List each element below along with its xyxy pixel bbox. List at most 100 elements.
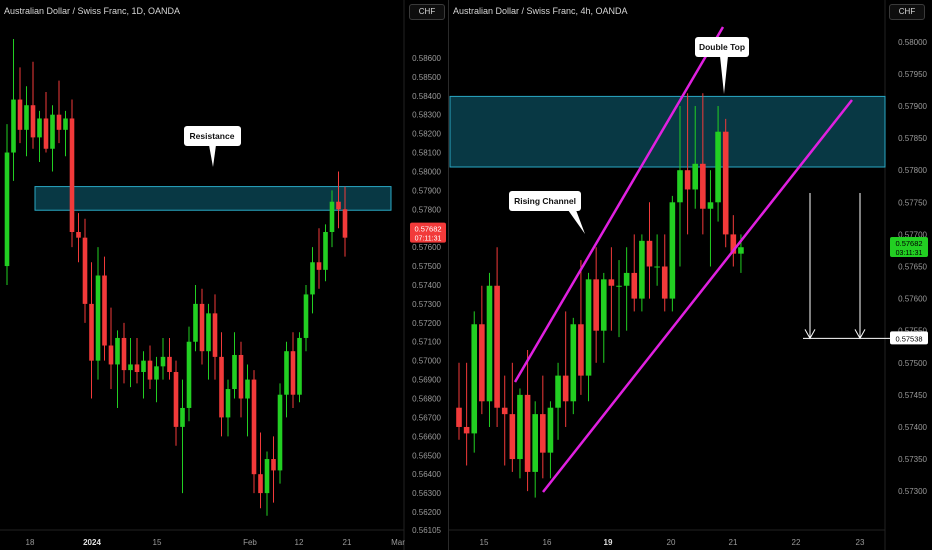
supply-zone bbox=[449, 95, 886, 168]
price-tick-label: 0.57400 bbox=[412, 281, 441, 290]
h4-candle-body bbox=[593, 279, 599, 331]
price-tick-label: 0.56200 bbox=[412, 508, 441, 517]
daily-candle-body bbox=[141, 360, 146, 373]
time-tick-label: 16 bbox=[543, 538, 552, 547]
daily-candle-body bbox=[219, 356, 224, 418]
price-tick-label: 0.57800 bbox=[898, 166, 927, 175]
time-tick-label: 23 bbox=[856, 538, 865, 547]
daily-candle-body bbox=[102, 275, 107, 346]
price-tick-label: 0.57300 bbox=[898, 487, 927, 496]
daily-chart-panel[interactable]: 0.58600 0.58500 0.58400 0.58300 0.58200 0.581… bbox=[0, 0, 448, 550]
h4-candle-body bbox=[715, 131, 721, 203]
daily-candle-body bbox=[24, 105, 29, 130]
daily-chart-canvas[interactable]: 0.58600 0.58500 0.58400 0.58300 0.58200 0.581… bbox=[0, 0, 448, 550]
price-tick-label: 0.58600 bbox=[412, 54, 441, 63]
daily-candle-body bbox=[108, 345, 114, 365]
price-tick-label: 0.56500 bbox=[412, 451, 441, 460]
h4-candle-body bbox=[654, 266, 660, 268]
double-top-callout-box bbox=[695, 37, 749, 57]
panel-divider[interactable] bbox=[448, 0, 449, 550]
rising-channel-callout-pointer bbox=[568, 210, 585, 234]
time-tick-label: 19 bbox=[604, 538, 613, 547]
current-price-badge bbox=[890, 236, 928, 257]
h4-chart-canvas[interactable]: 0.58000 0.57950 0.57900 0.57850 0.57800 0.577… bbox=[449, 0, 932, 550]
h4-candle-body bbox=[540, 414, 546, 453]
daily-candle-body bbox=[76, 231, 81, 238]
h4-chart-panel[interactable]: 0.58000 0.57950 0.57900 0.57850 0.57800 0.577… bbox=[449, 0, 932, 550]
time-tick-label: Mar bbox=[391, 538, 405, 547]
price-tick-label: 0.57700 bbox=[898, 230, 927, 239]
h4-candle-body bbox=[532, 414, 538, 472]
daily-candle-body bbox=[50, 114, 55, 149]
daily-candle-body bbox=[264, 459, 270, 494]
daily-candle-body bbox=[193, 303, 198, 342]
daily-candle-body bbox=[4, 152, 10, 267]
h4-candle-body bbox=[562, 375, 569, 402]
h4-candle-body bbox=[570, 324, 577, 402]
price-tick-label: 0.58300 bbox=[412, 111, 441, 120]
price-tick-label: 0.57350 bbox=[898, 455, 927, 464]
channel-lower-line bbox=[542, 99, 853, 493]
daily-candle-body bbox=[238, 354, 244, 399]
h4-candle-body bbox=[669, 202, 676, 299]
double-top-callout-pointer bbox=[720, 56, 728, 94]
h4-candle-body bbox=[722, 131, 729, 235]
daily-candle-body bbox=[245, 379, 250, 399]
daily-candle-body bbox=[121, 337, 127, 371]
price-tick-label: 0.56600 bbox=[412, 432, 441, 441]
daily-candle-body bbox=[11, 99, 16, 153]
daily-candle-body bbox=[89, 303, 94, 361]
h4-candle-body bbox=[479, 324, 485, 402]
h4-candle-body bbox=[524, 394, 531, 472]
h4-candle-body bbox=[700, 163, 706, 209]
daily-candle-body bbox=[316, 262, 322, 270]
countdown-label: 07:11:31 bbox=[415, 236, 442, 243]
h4-candle-body bbox=[509, 414, 516, 460]
daily-candle-body bbox=[303, 294, 309, 338]
resistance-zone bbox=[34, 186, 392, 211]
daily-candle-body bbox=[134, 364, 140, 373]
price-tick-label: 0.57600 bbox=[412, 243, 441, 252]
time-tick-label: 21 bbox=[729, 538, 738, 547]
price-tick-label: 0.57550 bbox=[898, 327, 927, 336]
price-tick-label: 0.58000 bbox=[898, 38, 927, 47]
time-tick-label: 12 bbox=[295, 538, 304, 547]
h4-candle-body bbox=[456, 407, 462, 427]
daily-candle-body bbox=[251, 379, 257, 475]
daily-candle-body bbox=[43, 118, 49, 149]
daily-candle-body bbox=[69, 118, 75, 232]
currency-button-right[interactable]: CHF bbox=[889, 4, 925, 20]
channel-upper-line bbox=[513, 26, 725, 383]
price-tick-label: 0.57500 bbox=[412, 262, 441, 271]
daily-candle-body bbox=[290, 351, 296, 395]
h4-candle-body bbox=[684, 170, 691, 190]
time-tick-label: Feb bbox=[243, 538, 257, 547]
daily-candle-body bbox=[95, 275, 101, 361]
price-tick-label: 0.57200 bbox=[412, 319, 441, 328]
countdown-label: 03:11:31 bbox=[896, 250, 923, 257]
h4-candle-body bbox=[547, 407, 554, 453]
price-tick-label: 0.57000 bbox=[412, 357, 441, 366]
daily-candle-body bbox=[258, 474, 263, 494]
h4-candle-body bbox=[501, 407, 508, 415]
price-tick-label: 0.57750 bbox=[898, 198, 927, 207]
double-top-callout-label: Double Top bbox=[699, 42, 745, 52]
daily-candle-body bbox=[199, 303, 205, 352]
time-tick-label: 15 bbox=[480, 538, 489, 547]
h4-candle-body bbox=[623, 272, 630, 286]
h4-candle-body bbox=[707, 202, 714, 209]
h4-candle-body bbox=[585, 279, 592, 376]
daily-candle-body bbox=[173, 372, 179, 427]
daily-candle-body bbox=[17, 99, 23, 130]
plot-area bbox=[0, 0, 404, 530]
price-tick-label: 0.57600 bbox=[898, 295, 927, 304]
price-tick-label: 0.58100 bbox=[412, 149, 441, 158]
time-tick-label: 18 bbox=[26, 538, 35, 547]
daily-candle-body bbox=[147, 360, 153, 380]
h4-candle-body bbox=[555, 375, 561, 408]
currency-button-left[interactable]: CHF bbox=[409, 4, 445, 20]
price-tick-label: 0.56800 bbox=[412, 394, 441, 403]
h4-candle-body bbox=[738, 247, 744, 254]
daily-candle-body bbox=[277, 394, 283, 471]
daily-candle-body bbox=[212, 313, 218, 357]
